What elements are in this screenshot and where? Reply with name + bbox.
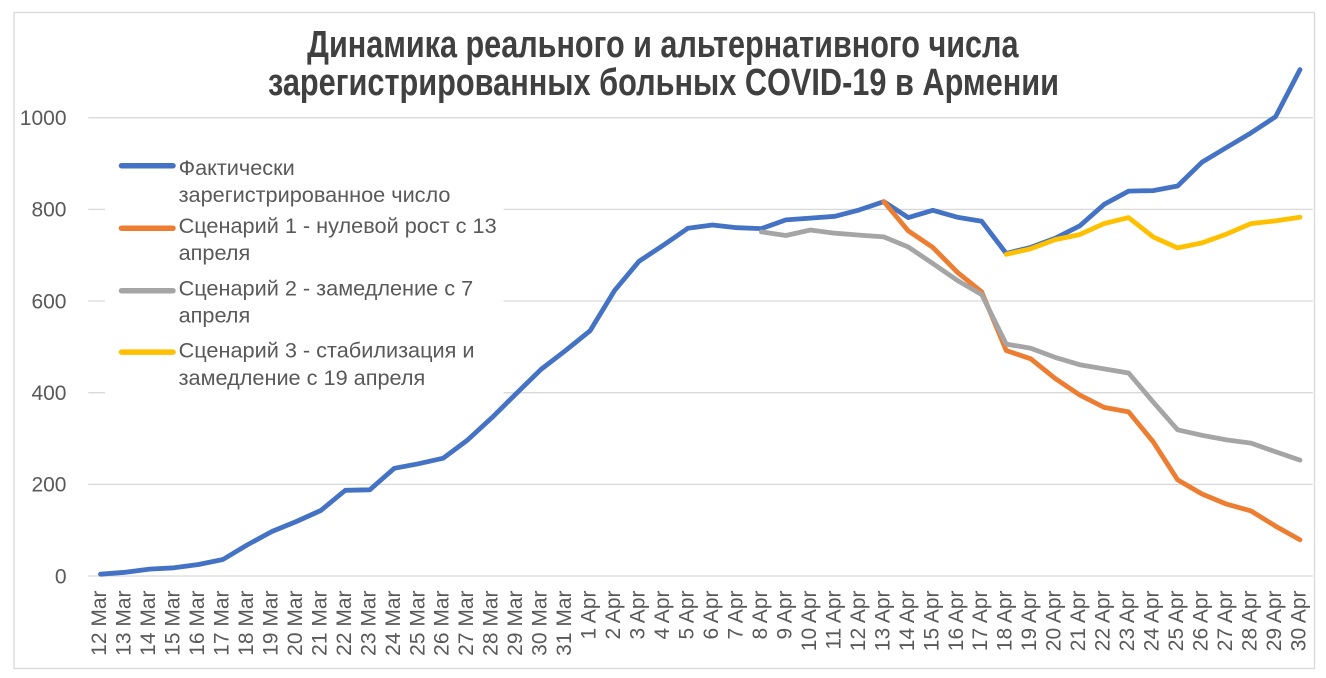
svg-text:15 Mar: 15 Mar [162, 590, 185, 655]
svg-text:4 Apr: 4 Apr [651, 591, 674, 640]
svg-text:18 Apr: 18 Apr [994, 590, 1017, 651]
svg-text:24 Apr: 24 Apr [1141, 590, 1164, 651]
svg-text:19 Apr: 19 Apr [1018, 590, 1041, 651]
svg-text:26 Mar: 26 Mar [431, 590, 454, 655]
svg-text:21 Mar: 21 Mar [308, 590, 331, 655]
svg-text:17 Apr: 17 Apr [969, 590, 992, 651]
svg-text:Сценарий 3 - стабилизация и: Сценарий 3 - стабилизация и [179, 338, 475, 363]
svg-text:20 Mar: 20 Mar [284, 590, 307, 655]
svg-text:12 Apr: 12 Apr [847, 590, 870, 651]
svg-text:13 Mar: 13 Mar [113, 590, 136, 655]
svg-text:27 Apr: 27 Apr [1214, 590, 1237, 651]
svg-text:зарегистрированное число: зарегистрированное число [179, 182, 451, 207]
svg-text:22 Apr: 22 Apr [1092, 590, 1115, 651]
svg-text:26 Apr: 26 Apr [1190, 590, 1213, 651]
svg-text:31 Mar: 31 Mar [553, 590, 576, 655]
svg-text:12 Mar: 12 Mar [88, 590, 111, 655]
svg-text:29 Mar: 29 Mar [504, 590, 527, 655]
svg-text:15 Apr: 15 Apr [920, 590, 943, 651]
svg-text:10 Apr: 10 Apr [798, 590, 821, 651]
svg-text:3 Apr: 3 Apr [627, 591, 650, 640]
svg-text:22 Mar: 22 Mar [333, 590, 356, 655]
svg-text:20 Apr: 20 Apr [1043, 590, 1066, 651]
svg-text:18 Mar: 18 Mar [235, 590, 258, 655]
svg-text:0: 0 [55, 565, 67, 588]
svg-text:Сценарий 1 - нулевой рост с 13: Сценарий 1 - нулевой рост с 13 [179, 213, 497, 238]
svg-text:Фактически: Фактически [179, 155, 295, 180]
svg-text:25 Apr: 25 Apr [1165, 590, 1188, 651]
svg-text:замедление с 19 апреля: замедление с 19 апреля [179, 365, 426, 390]
svg-text:1000: 1000 [20, 107, 67, 130]
svg-text:Сценарий 2 - замедление с 7: Сценарий 2 - замедление с 7 [179, 275, 474, 300]
svg-text:27 Mar: 27 Mar [455, 590, 478, 655]
svg-text:400: 400 [31, 382, 66, 405]
svg-text:апреля: апреля [179, 240, 251, 265]
svg-text:7 Apr: 7 Apr [725, 591, 748, 640]
svg-text:5 Apr: 5 Apr [676, 591, 699, 640]
svg-text:30 Apr: 30 Apr [1288, 590, 1311, 651]
svg-text:200: 200 [31, 474, 66, 497]
svg-text:апреля: апреля [179, 302, 251, 327]
svg-text:21 Apr: 21 Apr [1067, 590, 1090, 651]
svg-text:14 Mar: 14 Mar [137, 590, 160, 655]
svg-text:9 Apr: 9 Apr [773, 591, 796, 640]
svg-text:19 Mar: 19 Mar [259, 590, 282, 655]
svg-text:14 Apr: 14 Apr [896, 590, 919, 651]
svg-text:8 Apr: 8 Apr [749, 591, 772, 640]
svg-text:23 Apr: 23 Apr [1116, 590, 1139, 651]
svg-text:28 Mar: 28 Mar [480, 590, 503, 655]
svg-text:11 Apr: 11 Apr [822, 590, 845, 649]
svg-text:600: 600 [31, 290, 66, 313]
svg-text:24 Mar: 24 Mar [382, 590, 405, 655]
svg-text:2 Apr: 2 Apr [602, 591, 625, 640]
svg-text:13 Apr: 13 Apr [871, 590, 894, 651]
svg-text:23 Mar: 23 Mar [357, 590, 380, 655]
svg-text:16 Apr: 16 Apr [945, 590, 968, 651]
svg-text:28 Apr: 28 Apr [1239, 590, 1262, 651]
svg-text:16 Mar: 16 Mar [186, 590, 209, 655]
svg-text:17 Mar: 17 Mar [210, 590, 233, 655]
svg-text:29 Apr: 29 Apr [1263, 590, 1286, 651]
svg-text:800: 800 [31, 199, 66, 222]
svg-text:6 Apr: 6 Apr [700, 591, 723, 640]
svg-text:25 Mar: 25 Mar [406, 590, 429, 655]
svg-text:1 Apr: 1 Apr [578, 591, 601, 640]
svg-text:30 Mar: 30 Mar [529, 590, 552, 655]
